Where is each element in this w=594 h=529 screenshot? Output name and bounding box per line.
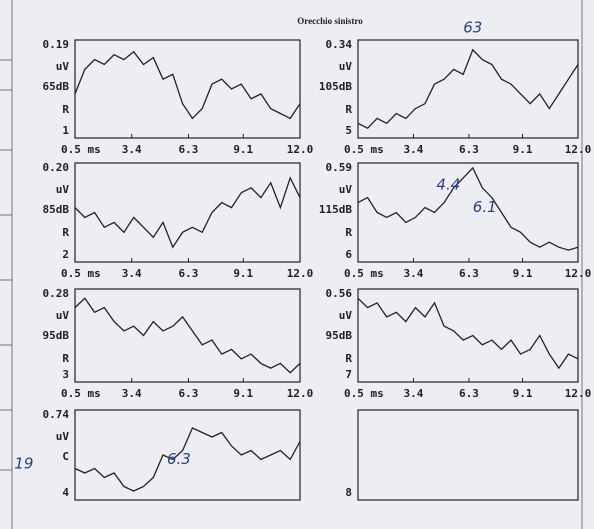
unit-label: uV [339,309,353,322]
handwritten-note: 4.4 [436,175,460,193]
record-number: 7 [345,368,352,381]
side-label: R [62,103,69,116]
record-number: 6 [345,248,352,261]
x-tick-label: 0.5 ms [61,267,101,280]
x-tick-label: 12.0 [287,143,314,156]
amplitude-scale: 0.19 [43,38,70,51]
x-tick-label: 0.5 ms [61,143,101,156]
page-title: Orecchio sinistro [297,16,363,26]
handwritten-note: 63 [463,19,482,37]
unit-label: uV [56,430,70,443]
x-tick-label: 12.0 [287,267,314,280]
side-label: R [345,103,352,116]
unit-label: uV [56,60,70,73]
unit-label: uV [339,183,353,196]
level-label: C [62,450,69,463]
x-tick-label: 3.4 [122,267,142,280]
side-label: R [345,352,352,365]
amplitude-scale: 0.20 [43,161,70,174]
x-tick-label: 9.1 [513,387,533,400]
x-tick-label: 3.4 [404,267,424,280]
x-tick-label: 3.4 [404,387,424,400]
x-tick-label: 0.5 ms [61,387,101,400]
x-tick-label: 3.4 [122,387,142,400]
amplitude-scale: 0.59 [326,161,353,174]
record-number: 4 [62,486,69,499]
amplitude-scale: 0.34 [326,38,353,51]
paper [0,0,594,529]
amplitude-scale: 0.56 [326,287,353,300]
x-tick-label: 0.5 ms [344,387,384,400]
x-tick-label: 12.0 [287,387,314,400]
level-label: 95dB [43,329,70,342]
x-tick-label: 12.0 [565,143,592,156]
unit-label: uV [56,309,70,322]
level-label: 105dB [319,80,352,93]
record-number: 3 [62,368,69,381]
x-tick-label: 6.3 [459,387,479,400]
side-label: R [62,352,69,365]
x-tick-label: 6.3 [179,143,199,156]
side-label: R [345,226,352,239]
x-tick-label: 9.1 [233,143,253,156]
unit-label: uV [56,183,70,196]
x-tick-label: 6.3 [459,143,479,156]
x-tick-label: 6.3 [459,267,479,280]
x-tick-label: 0.5 ms [344,267,384,280]
record-number: 1 [62,124,69,137]
x-tick-label: 3.4 [404,143,424,156]
document: Orecchio sinistro 0.19 uV 65dB R 1 0.5 ms 3.4 6… [0,0,594,529]
level-label: 65dB [43,80,70,93]
x-tick-label: 6.3 [179,387,199,400]
level-label: 95dB [326,329,353,342]
x-tick-label: 9.1 [513,143,533,156]
x-tick-label: 6.3 [179,267,199,280]
side-label: R [62,226,69,239]
handwritten-note: 6.1 [473,198,497,216]
record-number: 5 [345,124,352,137]
x-tick-label: 12.0 [565,387,592,400]
x-tick-label: 0.5 ms [344,143,384,156]
record-number: 8 [345,486,352,499]
x-tick-label: 9.1 [233,267,253,280]
x-tick-label: 9.1 [513,267,533,280]
x-tick-label: 12.0 [565,267,592,280]
x-tick-label: 3.4 [122,143,142,156]
level-label: 85dB [43,203,70,216]
x-tick-label: 9.1 [233,387,253,400]
amplitude-scale: 0.74 [43,408,70,421]
handwritten-note: 19 [14,455,33,473]
level-label: 115dB [319,203,352,216]
handwritten-note: 6.3 [167,450,191,468]
amplitude-scale: 0.28 [43,287,70,300]
unit-label: uV [339,60,353,73]
record-number: 2 [62,248,69,261]
